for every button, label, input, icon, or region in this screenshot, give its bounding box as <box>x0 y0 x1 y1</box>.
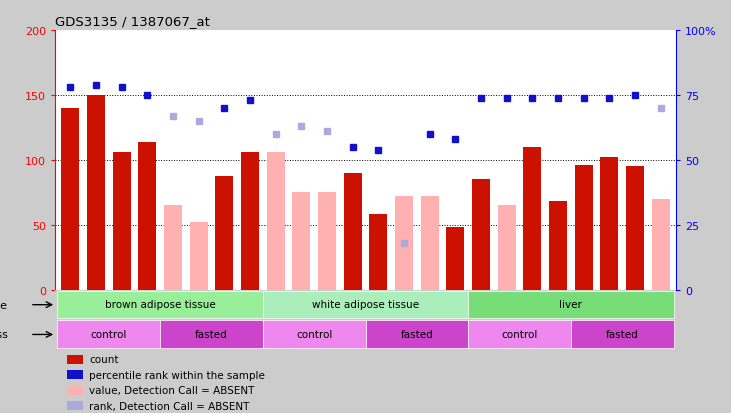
Bar <box>87 96 105 290</box>
Bar <box>468 320 571 348</box>
Bar <box>472 180 490 290</box>
Text: count: count <box>89 354 118 364</box>
Text: percentile rank within the sample: percentile rank within the sample <box>89 370 265 380</box>
Bar <box>113 153 131 290</box>
Bar <box>67 355 83 364</box>
Bar <box>67 401 83 410</box>
Bar <box>498 206 515 290</box>
Bar <box>575 166 593 290</box>
Bar <box>626 167 644 290</box>
Text: GDS3135 / 1387067_at: GDS3135 / 1387067_at <box>55 15 210 28</box>
Bar <box>58 320 160 348</box>
Bar <box>61 109 79 290</box>
Bar <box>67 370 83 379</box>
Bar <box>421 197 439 290</box>
Bar <box>160 320 263 348</box>
Bar <box>292 193 310 290</box>
Text: fasted: fasted <box>195 329 228 339</box>
Bar <box>652 199 670 290</box>
Bar <box>395 197 413 290</box>
Text: tissue: tissue <box>0 300 8 310</box>
Bar <box>241 153 259 290</box>
Bar <box>369 215 387 290</box>
Text: control: control <box>296 329 333 339</box>
Text: stress: stress <box>0 330 8 339</box>
Text: white adipose tissue: white adipose tissue <box>312 299 419 309</box>
Bar <box>164 206 182 290</box>
Bar <box>344 173 362 290</box>
Text: control: control <box>501 329 538 339</box>
Text: control: control <box>91 329 127 339</box>
Bar <box>600 158 618 290</box>
Bar <box>523 147 542 290</box>
Bar <box>189 223 208 290</box>
Bar <box>549 202 567 290</box>
Text: fasted: fasted <box>606 329 639 339</box>
Text: fasted: fasted <box>401 329 433 339</box>
Bar <box>267 153 284 290</box>
Bar <box>366 320 468 348</box>
Text: brown adipose tissue: brown adipose tissue <box>105 299 216 309</box>
Bar <box>216 176 233 290</box>
Bar <box>571 320 673 348</box>
Bar <box>263 320 366 348</box>
Bar <box>263 291 468 318</box>
Bar <box>318 193 336 290</box>
Text: value, Detection Call = ABSENT: value, Detection Call = ABSENT <box>89 385 254 395</box>
Bar <box>67 386 83 394</box>
Text: rank, Detection Call = ABSENT: rank, Detection Call = ABSENT <box>89 401 249 411</box>
Bar <box>138 142 156 290</box>
Bar <box>468 291 673 318</box>
Bar <box>58 291 263 318</box>
Text: liver: liver <box>559 299 583 309</box>
Bar <box>447 228 464 290</box>
